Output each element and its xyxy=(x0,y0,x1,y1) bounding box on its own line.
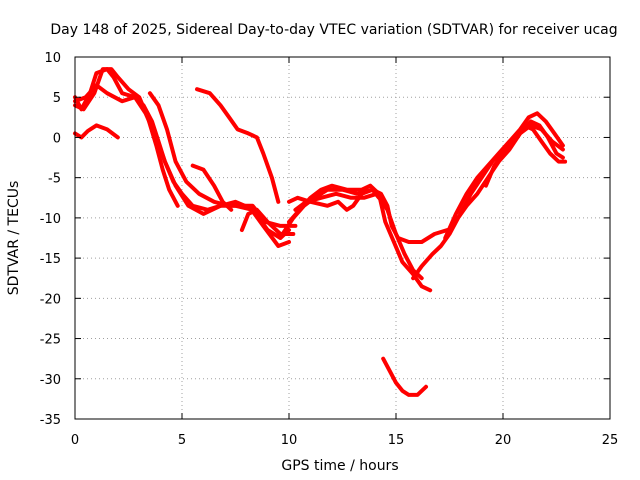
series-pass-17 xyxy=(381,356,428,397)
series-pass-5 xyxy=(147,91,298,228)
series-pass-7 xyxy=(190,163,234,212)
y-tick-label: -20 xyxy=(40,292,61,307)
y-tick-label: -5 xyxy=(48,172,61,187)
series-pass-13 xyxy=(411,119,565,281)
data-series xyxy=(73,67,568,397)
series-pass-4 xyxy=(73,123,120,140)
x-tick-label: 0 xyxy=(71,433,79,448)
y-tick-label: 5 xyxy=(53,91,61,106)
plot-frame xyxy=(74,56,611,420)
x-tick-label: 5 xyxy=(178,433,186,448)
x-tick-label: 10 xyxy=(281,433,298,448)
y-tick-label: -30 xyxy=(40,373,61,388)
series-pass-11 xyxy=(293,191,424,281)
x-tick-label: 15 xyxy=(388,433,405,448)
y-tick-label: -10 xyxy=(40,212,61,227)
x-tick-label: 25 xyxy=(602,433,619,448)
x-axis-label: GPS time / hours xyxy=(281,458,398,474)
series-pass-6 xyxy=(195,87,281,204)
y-tick-label: -15 xyxy=(40,252,61,267)
axis-ticks: 0 5 10 15 20 25 10 5 0 -5 -10 -15 -20 -25 -30 -35 xyxy=(40,51,619,448)
series-pass-16 xyxy=(483,123,565,188)
y-axis-label: SDTVAR / TECUs xyxy=(6,181,22,296)
series-pass-3 xyxy=(73,67,180,208)
gridlines xyxy=(75,57,610,419)
x-tick-label: 20 xyxy=(495,433,512,448)
chart-title: Day 148 of 2025, Sidereal Day-to-day VTE… xyxy=(50,22,617,38)
series-pass-15 xyxy=(458,123,568,216)
y-tick-label: 0 xyxy=(53,131,61,146)
series-pass-10 xyxy=(287,183,433,293)
y-tick-label: -25 xyxy=(40,333,61,348)
series-pass-12 xyxy=(287,187,381,212)
y-tick-label: 10 xyxy=(44,51,61,66)
y-tick-label: -35 xyxy=(40,413,61,428)
